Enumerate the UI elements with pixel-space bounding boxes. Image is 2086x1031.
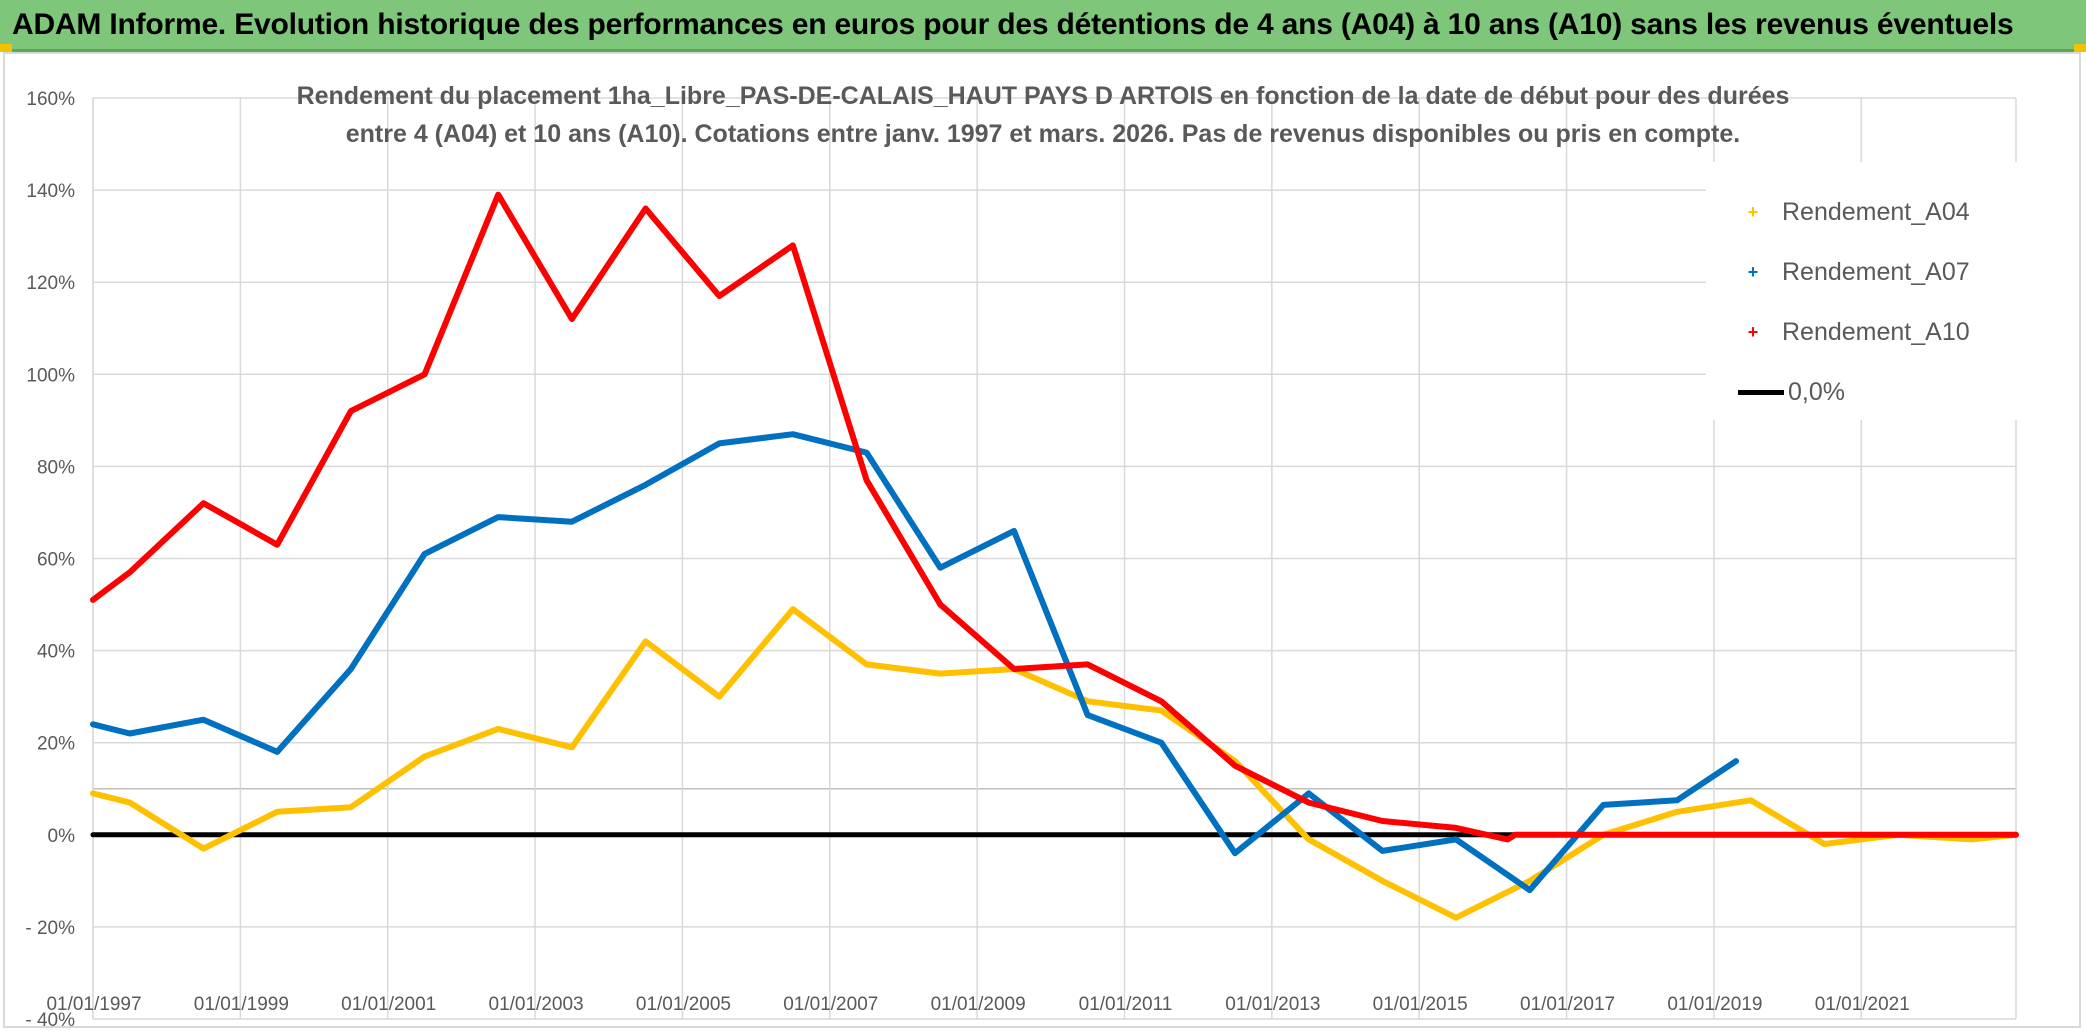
legend-label-zero: 0,0% [1788, 377, 1845, 406]
y-tick-label: 140% [26, 181, 75, 202]
x-tick-label: 01/01/2015 [1373, 994, 1468, 1015]
y-tick-label: 40% [37, 642, 75, 663]
report-title: ADAM Informe. Evolution historique des p… [12, 7, 2014, 41]
y-tick-label: - 40% [25, 1010, 75, 1031]
x-tick-label: 01/01/2007 [783, 994, 878, 1015]
legend-label-a04: Rendement_A04 [1782, 197, 1970, 226]
x-tick-label: 01/01/2017 [1520, 994, 1615, 1015]
legend-item-zero: 0,0% [1738, 372, 1845, 412]
legend-marker-a10: + [1747, 321, 1759, 342]
series-line-rendement-a04 [90, 606, 2019, 921]
x-tick-label: 01/01/2001 [341, 994, 436, 1015]
x-tick-label: 01/01/2011 [1079, 994, 1173, 1015]
x-axis-labels: 01/01/1997 01/01/1999 01/01/2001 01/01/2003… [46, 994, 1909, 1015]
report-banner: ADAM Informe. Evolution historique des p… [0, 0, 2086, 52]
x-tick-label: 01/01/1999 [194, 994, 289, 1015]
legend-item-a04: + Rendement_A04 [1738, 192, 1970, 232]
x-tick-label: 01/01/2021 [1815, 994, 1910, 1015]
y-tick-label: 100% [26, 365, 75, 386]
legend-marker-zero [1738, 389, 1784, 395]
chart-legend: + Rendement_A04 + Rendement_A07 + Rendem… [1706, 162, 2018, 420]
x-tick-label: 01/01/2003 [489, 994, 584, 1015]
x-tick-label: 01/01/2005 [636, 994, 731, 1015]
legend-label-a07: Rendement_A07 [1782, 257, 1970, 286]
legend-item-a10: + Rendement_A10 [1738, 312, 1970, 352]
series-line-rendement-a10 [90, 191, 2019, 843]
x-tick-label: 01/01/2009 [931, 994, 1026, 1015]
y-axis-labels: - 40% - 20% 0% 20% 40% 60% 80% 100% 120% 140% 160% [25, 89, 75, 1031]
series-lines [90, 191, 2019, 921]
corner-accent-right [2074, 44, 2086, 52]
y-tick-label: - 20% [25, 918, 75, 939]
y-tick-label: 20% [37, 734, 75, 755]
y-tick-label: 120% [26, 273, 75, 294]
y-tick-label: 0% [48, 826, 76, 847]
legend-marker-a07: + [1747, 261, 1759, 282]
x-tick-label: 01/01/2013 [1225, 994, 1320, 1015]
chart-frame [3, 52, 2081, 1028]
x-tick-label: 01/01/1997 [46, 994, 141, 1015]
y-tick-label: 80% [37, 457, 75, 478]
y-tick-label: 160% [26, 89, 75, 110]
corner-accent-left [0, 44, 12, 52]
series-line-rendement-a07 [90, 431, 1739, 894]
legend-label-a10: Rendement_A10 [1782, 317, 1970, 346]
y-tick-label: 60% [37, 550, 75, 571]
legend-item-a07: + Rendement_A07 [1738, 252, 1970, 292]
chart-title-line-1: Rendement du placement 1ha_Libre_PAS-DE-… [296, 82, 1790, 110]
chart-title-line-2: entre 4 (A04) et 10 ans (A10). Cotations… [345, 120, 1741, 148]
x-tick-label: 01/01/2019 [1667, 994, 1762, 1015]
legend-marker-a04: + [1747, 201, 1759, 222]
